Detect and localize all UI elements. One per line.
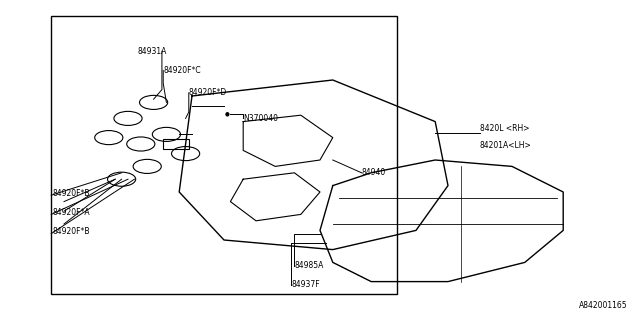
Text: 8420L <RH>: 8420L <RH> bbox=[480, 124, 529, 132]
Text: 84920F*D: 84920F*D bbox=[189, 88, 227, 97]
Text: 84940: 84940 bbox=[362, 168, 386, 177]
Text: ●: ● bbox=[225, 111, 230, 116]
Text: 84931A: 84931A bbox=[138, 47, 167, 56]
Text: 84920F*B: 84920F*B bbox=[52, 189, 90, 198]
Bar bbox=[163, 139, 189, 149]
Text: 84985A: 84985A bbox=[294, 261, 324, 270]
Bar bbox=[51, 16, 397, 294]
Text: 84920F*A: 84920F*A bbox=[52, 208, 90, 217]
Text: 84920F*C: 84920F*C bbox=[163, 66, 201, 75]
Text: 84201A<LH>: 84201A<LH> bbox=[480, 141, 532, 150]
Text: 84920F*B: 84920F*B bbox=[52, 228, 90, 236]
Text: 84937F: 84937F bbox=[291, 280, 320, 289]
Text: A842001165: A842001165 bbox=[579, 301, 627, 310]
Text: N370040: N370040 bbox=[243, 114, 278, 123]
